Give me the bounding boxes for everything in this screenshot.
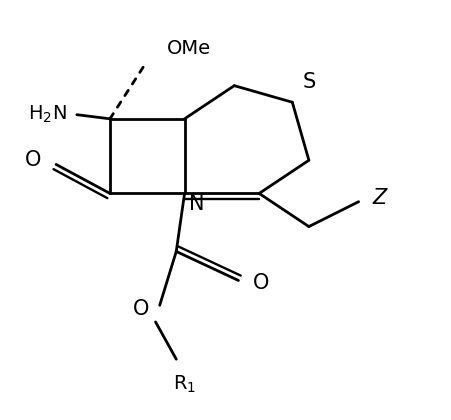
Text: H$_2$N: H$_2$N xyxy=(28,104,67,125)
Text: O: O xyxy=(25,150,41,170)
Text: OMe: OMe xyxy=(166,39,210,58)
Text: R$_1$: R$_1$ xyxy=(173,373,196,395)
Text: N: N xyxy=(189,194,204,214)
Text: O: O xyxy=(253,273,269,292)
Text: O: O xyxy=(133,299,149,320)
Text: Z: Z xyxy=(371,188,386,207)
Text: S: S xyxy=(302,71,315,92)
